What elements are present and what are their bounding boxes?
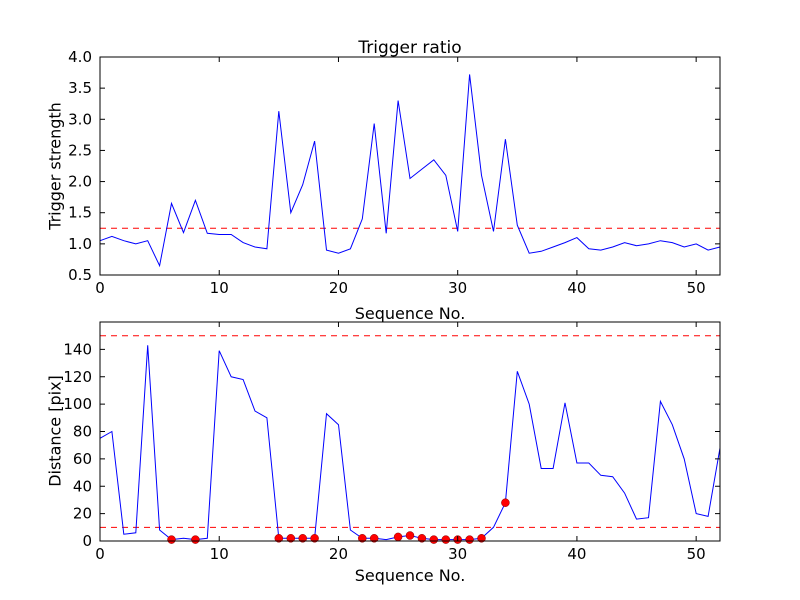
trigger-marker <box>310 534 319 543</box>
y-tick-label: 0 <box>82 532 92 550</box>
y-tick-label: 100 <box>63 395 92 413</box>
y-tick-label: 2.5 <box>68 141 92 159</box>
axes-frame <box>99 321 721 542</box>
trigger-marker <box>274 534 284 543</box>
trigger-marker <box>191 535 200 544</box>
x-tick-label: 20 <box>329 279 348 297</box>
y-tick-label: 60 <box>73 450 92 468</box>
top-chart-title: Trigger ratio <box>358 38 462 58</box>
top-chart-ylabel: Trigger strength <box>45 102 65 230</box>
subplot-0: 0 10 20 30 40 50 0.5 1.0 1.5 2.0 2.5 3.0 3.5 4.0 <box>68 48 721 297</box>
subplot-1: 0 10 20 30 40 50 0 20 40 60 80 100 120 140 <box>63 321 721 563</box>
trigger-marker <box>167 535 176 544</box>
trigger-marker <box>369 534 379 543</box>
series-line <box>99 74 721 268</box>
y-tick-label: 1.0 <box>68 235 92 253</box>
x-tick-label: 30 <box>448 545 467 563</box>
trigger-marker <box>393 532 403 542</box>
trigger-marker <box>358 534 367 543</box>
bottom-chart-ylabel: Distance [pix] <box>45 375 65 487</box>
bottom-chart-xlabel: Sequence No. <box>354 566 466 585</box>
trigger-marker <box>417 534 427 543</box>
x-tick-label: 0 <box>95 279 105 297</box>
y-tick-label: 2.0 <box>68 173 92 191</box>
x-tick-label: 0 <box>95 545 105 563</box>
x-tick-label: 20 <box>329 545 348 563</box>
x-tick-label: 10 <box>210 545 229 563</box>
y-tick-label: 1.5 <box>68 204 92 222</box>
top-chart-xlabel: Sequence No. <box>354 304 466 323</box>
y-tick-label: 3.0 <box>68 110 92 128</box>
trigger-marker <box>298 534 307 543</box>
trigger-marker <box>501 498 510 507</box>
trigger-marker <box>429 535 439 544</box>
y-tick-label: 140 <box>63 340 92 358</box>
trigger-marker <box>441 535 451 544</box>
y-tick-label: 80 <box>73 423 92 441</box>
axes-frame <box>99 56 721 276</box>
x-tick-label: 50 <box>687 545 706 563</box>
y-tick-label: 20 <box>73 505 92 523</box>
trigger-marker <box>465 535 474 544</box>
x-tick-label: 50 <box>687 279 706 297</box>
trigger-marker <box>477 534 486 543</box>
y-tick-label: 0.5 <box>68 266 92 284</box>
y-tick-label: 3.5 <box>68 79 92 97</box>
y-tick-label: 4.0 <box>68 48 92 66</box>
trigger-marker <box>286 534 296 543</box>
y-tick-label: 40 <box>73 477 92 495</box>
x-tick-label: 40 <box>567 279 586 297</box>
series-line <box>99 345 721 541</box>
x-tick-label: 30 <box>448 279 467 297</box>
trigger-marker <box>405 531 415 540</box>
y-tick-label: 120 <box>63 368 92 386</box>
x-tick-label: 40 <box>567 545 586 563</box>
x-tick-label: 10 <box>210 279 229 297</box>
